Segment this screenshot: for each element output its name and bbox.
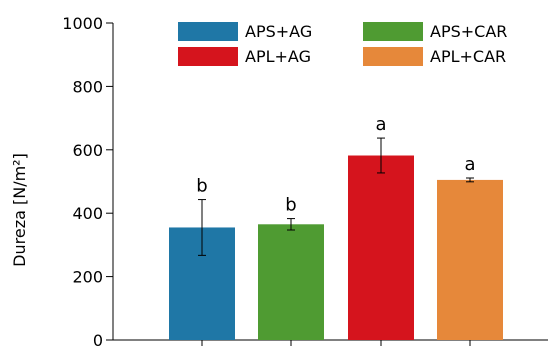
significance-label: b [285,195,296,216]
bar-group: b b a a [169,114,503,340]
x-axis [113,339,548,346]
legend-swatch [178,47,238,66]
significance-label: a [375,114,386,135]
bar [348,155,414,340]
legend: APS+AG APS+CAR APL+AG APL+CAR [178,22,507,66]
y-tick-label: 600 [72,141,103,160]
y-tick-label: 200 [72,268,103,287]
y-axis-label: Dureza [N/m²] [10,153,29,267]
significance-label: b [196,176,207,197]
legend-label: APL+CAR [430,47,506,66]
legend-swatch [363,22,423,41]
y-axis: 0 200 400 600 800 1000 [62,14,114,346]
legend-swatch [178,22,238,41]
legend-swatch [363,47,423,66]
y-tick-label: 0 [93,331,103,346]
bar [437,179,503,340]
legend-label: APL+AG [245,47,311,66]
bar [258,224,324,340]
legend-label: APS+CAR [430,22,507,41]
y-tick-label: 800 [72,77,103,96]
y-tick-label: 1000 [62,14,103,33]
legend-label: APS+AG [245,22,312,41]
significance-label: a [464,154,475,175]
y-tick-label: 400 [72,204,103,223]
